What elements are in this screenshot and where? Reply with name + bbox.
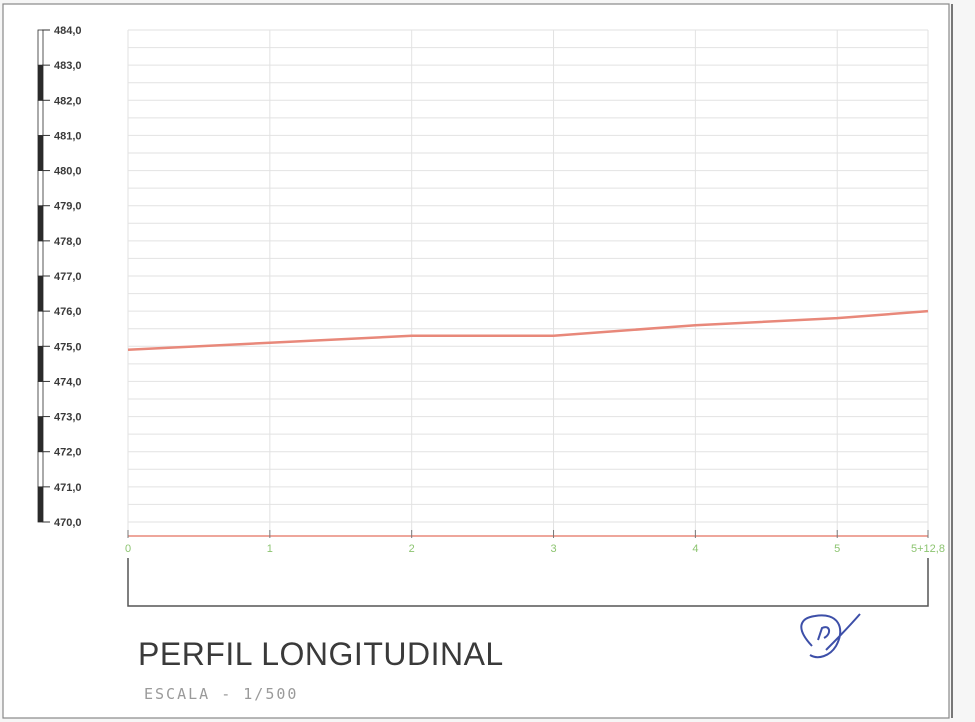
y-tick-label: 484,0: [54, 25, 82, 37]
scale-bar-segment: [37, 310, 44, 347]
scale-bar-segment: [37, 29, 44, 66]
x-tick-label: 5: [834, 543, 840, 555]
x-tick-label: 3: [550, 543, 556, 555]
x-tick-label: 2: [409, 543, 415, 555]
x-tick-label: 0: [125, 543, 131, 555]
scale-bar-segment: [37, 64, 44, 101]
y-tick-label: 479,0: [54, 201, 82, 213]
station-box: [127, 558, 929, 607]
scale-bar-segment: [37, 240, 44, 277]
y-tick-label: 477,0: [54, 271, 82, 283]
scale-bar-segment: [37, 170, 44, 207]
x-tick-label: 1: [267, 543, 273, 555]
scale-bar-segment: [37, 416, 44, 453]
y-tick-label: 470,0: [54, 517, 82, 529]
y-tick-label: 471,0: [54, 482, 82, 494]
drawing-title: PERFIL LONGITUDINAL: [138, 636, 504, 672]
scale-bar-segment: [37, 205, 44, 242]
scale-bar-segment: [37, 381, 44, 417]
y-tick-label: 483,0: [54, 60, 82, 72]
y-tick-label: 478,0: [54, 236, 82, 248]
y-tick-label: 481,0: [54, 130, 82, 142]
scale-bar-segment: [37, 486, 44, 523]
y-tick-label: 473,0: [54, 412, 82, 424]
x-tick-label: 4: [692, 543, 698, 555]
sheet-frame: [2, 3, 950, 719]
signature-mark: [800, 613, 861, 659]
y-tick-label: 476,0: [54, 306, 82, 318]
y-tick-label: 482,0: [54, 95, 82, 107]
y-tick-label: 475,0: [54, 341, 82, 353]
scale-label: ESCALA - 1/500: [144, 685, 299, 703]
scale-bar-segment: [37, 99, 44, 136]
x-tick-label: 5+12,8: [911, 543, 945, 555]
y-tick-label: 474,0: [54, 376, 82, 388]
scale-bar-segment: [37, 451, 44, 488]
scale-bar-segment: [37, 135, 44, 171]
y-tick-label: 480,0: [54, 166, 82, 178]
y-tick-label: 472,0: [54, 447, 82, 459]
scale-bar-segment: [37, 345, 44, 382]
scale-bar-segment: [37, 275, 44, 312]
